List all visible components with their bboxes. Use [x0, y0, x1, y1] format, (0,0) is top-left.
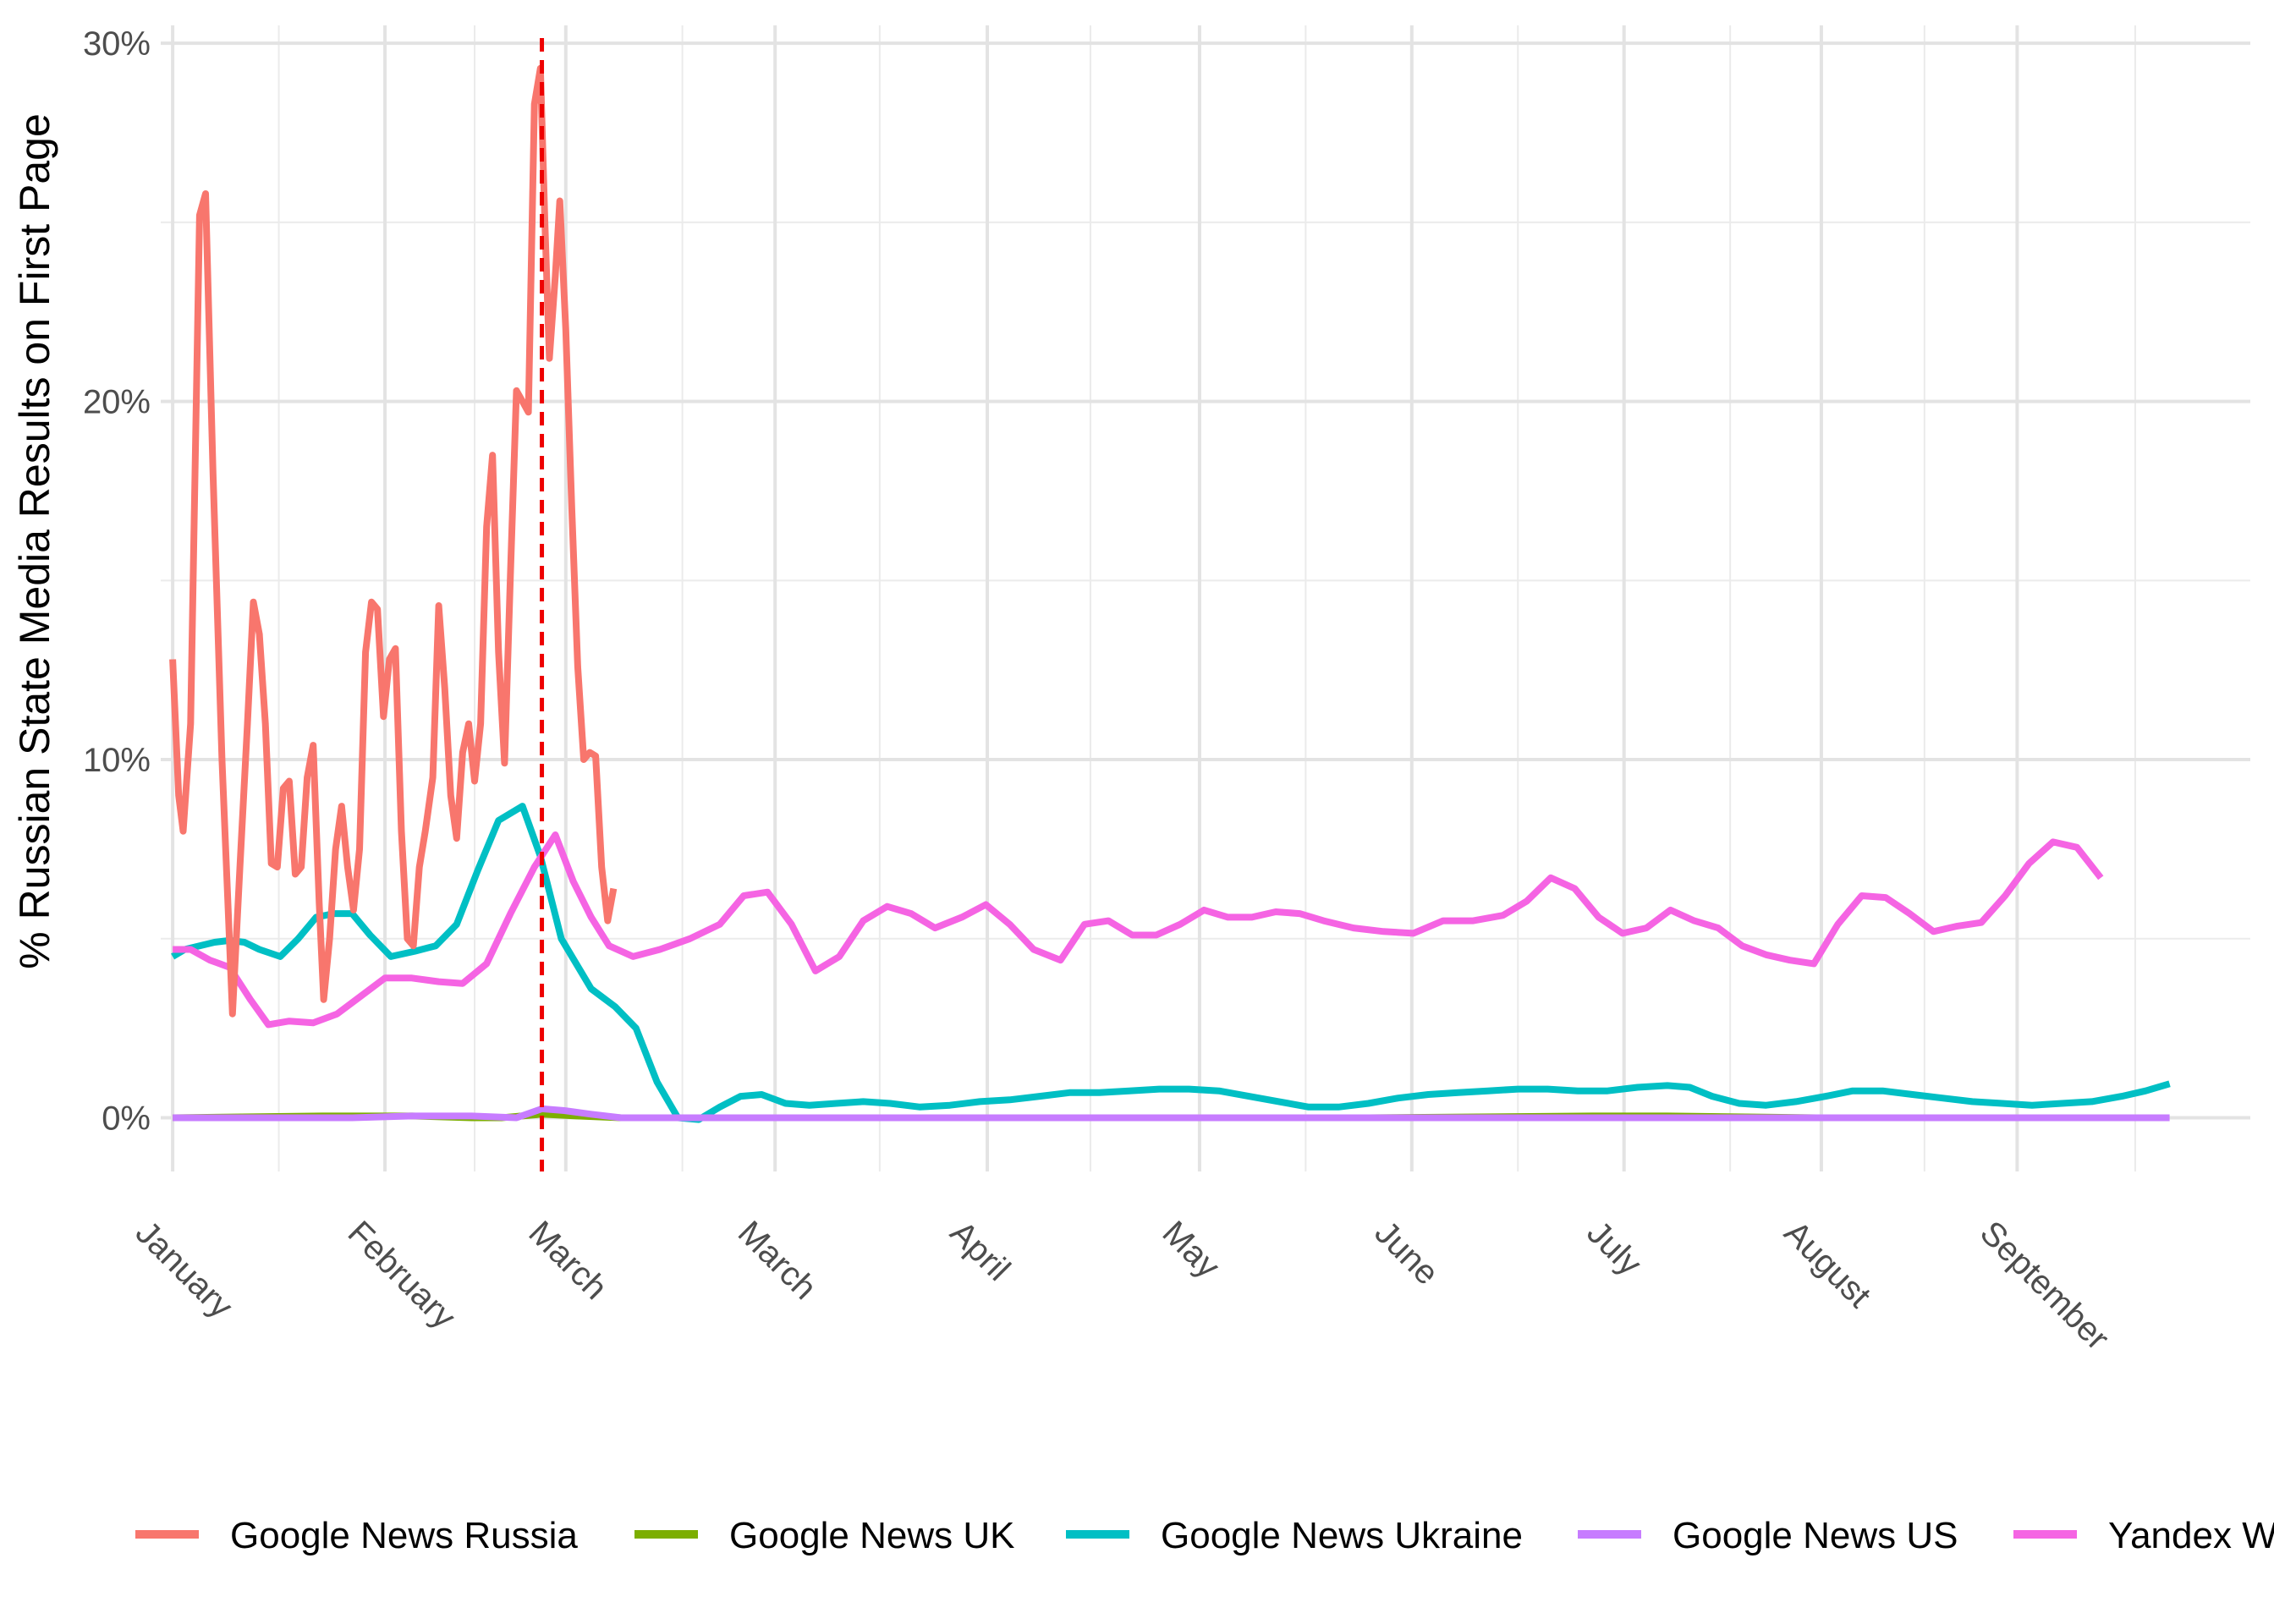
series-line-google-news-russia [169, 64, 618, 1018]
x-tick-label: April [943, 1214, 1018, 1288]
x-tick-label: June [1367, 1214, 1445, 1292]
series-line-google-news-us [173, 1105, 2170, 1122]
series-line-google-news-ukraine [171, 803, 2171, 1123]
legend-label-google-news-ukraine: Google News Ukraine [1161, 1515, 1523, 1556]
legend-label-google-news-us: Google News US [1673, 1515, 1958, 1556]
y-tick-label: 30% [83, 25, 151, 63]
x-tick-label: July [1579, 1214, 1648, 1282]
y-axis-title: % Russian State Media Results on First P… [11, 113, 58, 969]
y-axis-ticks: 0% 10% 20% 30% [83, 25, 151, 1137]
series-lines [169, 64, 2171, 1123]
y-tick-label: 0% [102, 1100, 151, 1137]
minor-gridlines [161, 25, 2250, 1171]
legend-label-yandex-world: Yandex World [2108, 1515, 2274, 1556]
y-tick-label: 20% [83, 384, 151, 421]
x-tick-label: May [1156, 1214, 1228, 1286]
x-tick-label: August [1777, 1214, 1878, 1314]
legend-label-google-news-uk: Google News UK [729, 1515, 1014, 1556]
x-tick-label: January [129, 1214, 240, 1325]
legend: Google News Russia Google News UK Google N… [135, 1515, 2274, 1556]
x-tick-label: March [521, 1214, 614, 1307]
y-tick-label: 10% [83, 742, 151, 779]
x-axis-ticks: January February March March April May June Jul… [129, 1214, 2117, 1357]
legend-label-google-news-russia: Google News Russia [230, 1515, 578, 1556]
x-tick-label: September [1973, 1214, 2116, 1357]
x-tick-label: March [731, 1214, 824, 1307]
series-line-yandex-world [173, 831, 2104, 1029]
x-tick-label: February [341, 1214, 463, 1336]
